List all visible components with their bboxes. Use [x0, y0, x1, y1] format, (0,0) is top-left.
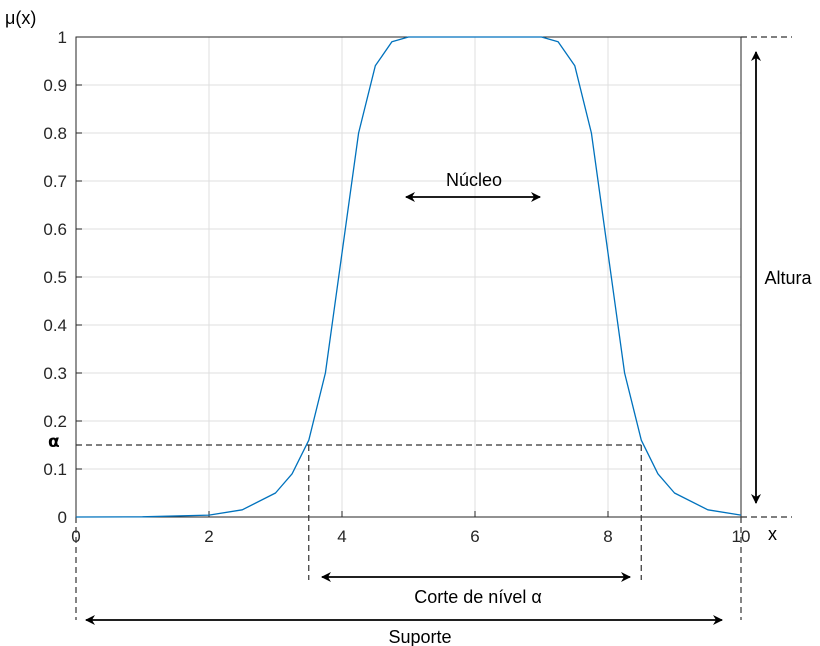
support-label: Suporte — [388, 627, 451, 646]
membership-curve — [75, 36, 742, 518]
x-tick-label: 6 — [470, 527, 479, 546]
x-axis-ticks: 0 2 4 6 8 10 — [71, 511, 750, 546]
y-tick-label: 0 — [58, 508, 67, 527]
x-tick-label: 10 — [732, 527, 751, 546]
y-tick-label: 0.8 — [43, 124, 67, 143]
y-tick-label: 0.3 — [43, 364, 67, 383]
x-tick-label: 2 — [204, 527, 213, 546]
alpha-cut-label: Corte de nível α — [414, 587, 541, 607]
dashed-guides — [75, 36, 792, 620]
x-axis-label: x — [768, 524, 777, 544]
y-tick-label: 0.5 — [43, 268, 67, 287]
series-group — [75, 36, 742, 518]
y-tick-label: 0.6 — [43, 220, 67, 239]
annotation-arrows — [85, 51, 761, 625]
y-tick-label: 0.7 — [43, 172, 67, 191]
core-label: Núcleo — [446, 170, 502, 190]
alpha-label: α — [48, 432, 60, 452]
y-tick-label: 0.2 — [43, 412, 67, 431]
y-tick-label: 1 — [58, 28, 67, 47]
y-tick-label: 0.4 — [43, 316, 67, 335]
y-tick-label: 0.1 — [43, 460, 67, 479]
y-axis-ticks: 0 0.1 0.2 0.3 0.4 0.5 0.6 0.7 0.8 0.9 1 — [43, 28, 82, 527]
y-tick-label: 0.9 — [43, 76, 67, 95]
height-label: Altura — [764, 268, 812, 288]
y-axis-label: μ(x) — [5, 8, 36, 28]
x-tick-label: 4 — [337, 527, 346, 546]
x-tick-label: 8 — [603, 527, 612, 546]
x-tick-label: 0 — [71, 527, 80, 546]
